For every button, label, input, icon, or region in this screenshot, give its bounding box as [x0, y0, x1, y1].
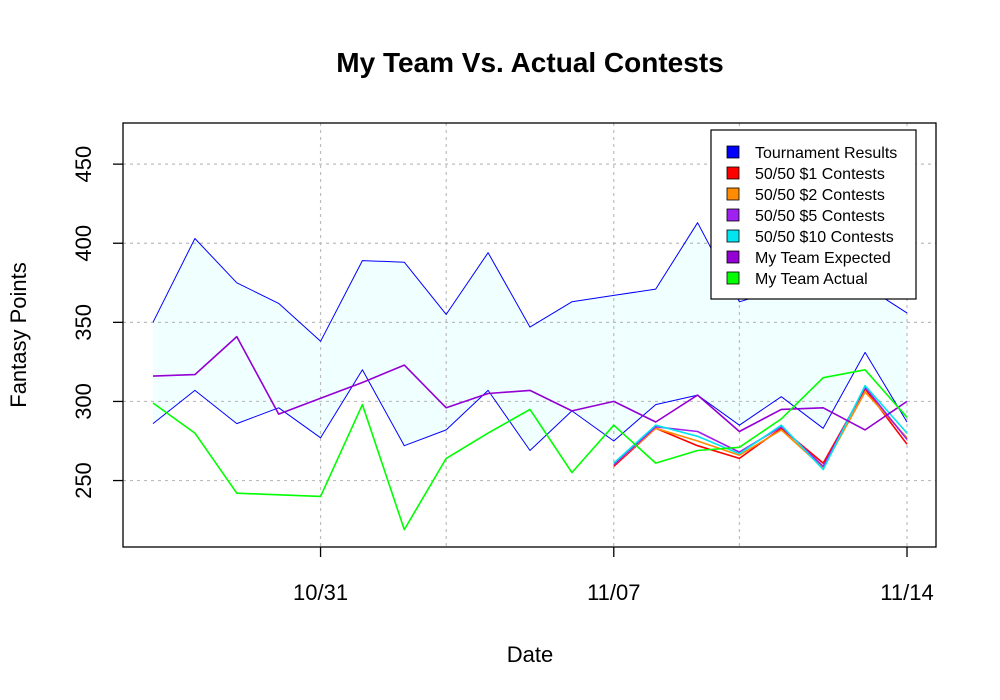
tournament-lower-line: [152, 351, 908, 451]
legend-label-50-50-2-contests: 50/50 $2 Contests: [755, 187, 885, 204]
x-tick-label-11/07: 11/07: [587, 580, 640, 605]
legend-label-tournament-results: Tournament Results: [755, 145, 897, 162]
series-line-my-team-expected: [152, 335, 908, 433]
y-tick-label-250: 250: [71, 462, 96, 499]
chart-title: My Team Vs. Actual Contests: [336, 47, 723, 78]
legend-label-50-50-5-contests: 50/50 $5 Contests: [755, 208, 885, 225]
y-tick-label-350: 350: [71, 304, 96, 341]
series-line-my-team-actual: [152, 369, 908, 531]
y-tick-label-300: 300: [71, 383, 96, 420]
legend-label-50-50-10-contests: 50/50 $10 Contests: [755, 229, 894, 246]
legend-swatch-tournament-results: [726, 145, 740, 159]
legend-swatch-50-50-5-contests: [726, 208, 740, 222]
series-line-50-50-2-contests: [613, 391, 908, 469]
legend-label-50-50-1-contests: 50/50 $1 Contests: [755, 166, 885, 183]
series-line-50-50-10-contests: [613, 384, 908, 471]
x-tick-label-11/14: 11/14: [880, 580, 933, 605]
y-tick-label-450: 450: [71, 146, 96, 183]
legend-box: [710, 129, 917, 300]
legend-swatch-50-50-1-contests: [726, 166, 740, 180]
y-tick-label-400: 400: [71, 225, 96, 262]
legend: Tournament Results 50/50 $1 Contests 50/50…: [710, 129, 917, 300]
legend-swatch-50-50-10-contests: [726, 229, 740, 243]
x-tick-label-10/31: 10/31: [293, 580, 348, 605]
legend-label-my-team-actual: My Team Actual: [755, 271, 868, 288]
y-axis-label: Fantasy Points: [6, 262, 31, 408]
legend-label-my-team-expected: My Team Expected: [755, 250, 891, 267]
legend-swatch-my-team-expected: [726, 250, 740, 264]
x-axis-label: Date: [507, 642, 553, 667]
plot-frame: [122, 122, 937, 548]
legend-swatch-50-50-2-contests: [726, 187, 740, 201]
legend-swatch-my-team-actual: [726, 271, 740, 285]
